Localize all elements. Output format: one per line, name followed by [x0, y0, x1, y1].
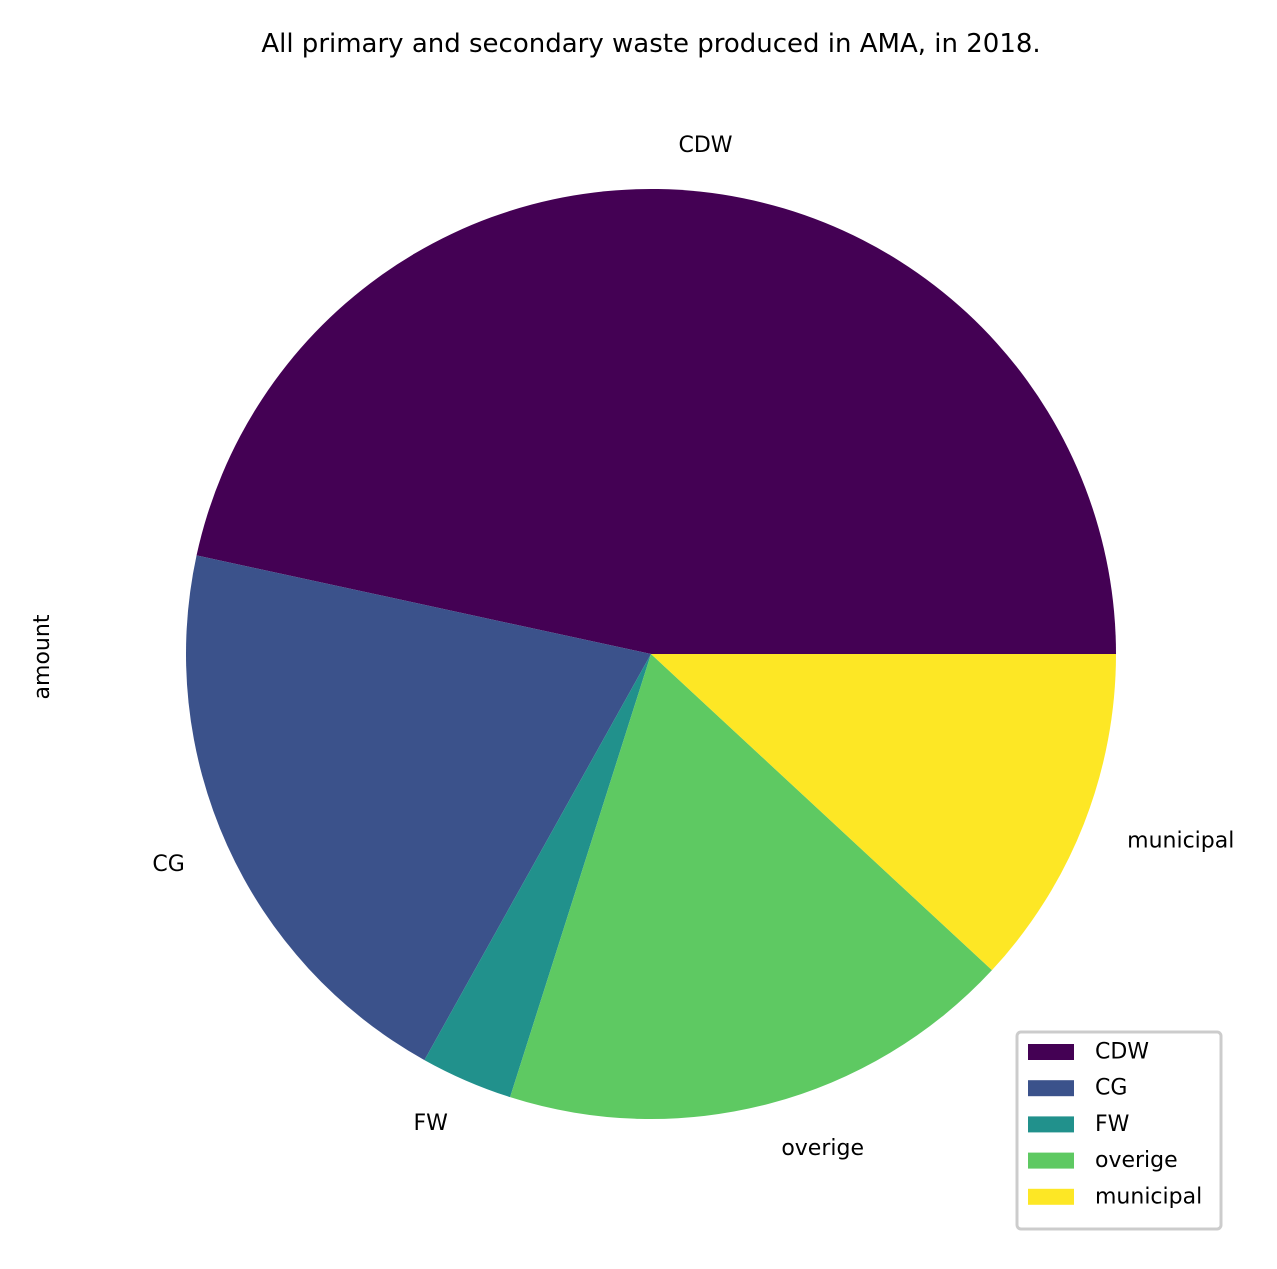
legend-label-municipal: municipal: [1095, 1184, 1202, 1209]
legend-label-cdw: CDW: [1095, 1040, 1149, 1065]
legend-swatch-cg: [1028, 1080, 1074, 1097]
legend-swatch-fw: [1028, 1116, 1074, 1133]
legend-label-overige: overige: [1095, 1148, 1178, 1173]
pie-slice-cdw: [196, 189, 1116, 655]
slice-label-cg: CG: [152, 852, 184, 877]
slice-label-cdw: CDW: [678, 133, 732, 158]
pie-slice-fw: [424, 654, 651, 1098]
chart-title: All primary and secondary waste produced…: [261, 29, 1040, 59]
legend-label-cg: CG: [1095, 1076, 1127, 1101]
pie-slice-municipal: [651, 654, 1116, 971]
legend-swatch-municipal: [1028, 1188, 1074, 1205]
pie-slice-labels: CDW CG FW overige municipal: [152, 133, 1234, 1161]
legend-swatch-cdw: [1028, 1044, 1074, 1060]
legend: CDW CG FW overige municipal: [1015, 1030, 1223, 1231]
slice-label-municipal: municipal: [1127, 828, 1234, 853]
slice-label-fw: FW: [413, 1111, 448, 1136]
pie-slice-overige: [510, 654, 992, 1120]
pie-slices: [185, 189, 1116, 1120]
slice-label-overige: overige: [781, 1136, 864, 1161]
y-axis-label: amount: [30, 614, 55, 699]
pie-slice-cg: [185, 555, 651, 1061]
legend-label-fw: FW: [1095, 1112, 1130, 1137]
legend-swatch-overige: [1028, 1152, 1074, 1169]
